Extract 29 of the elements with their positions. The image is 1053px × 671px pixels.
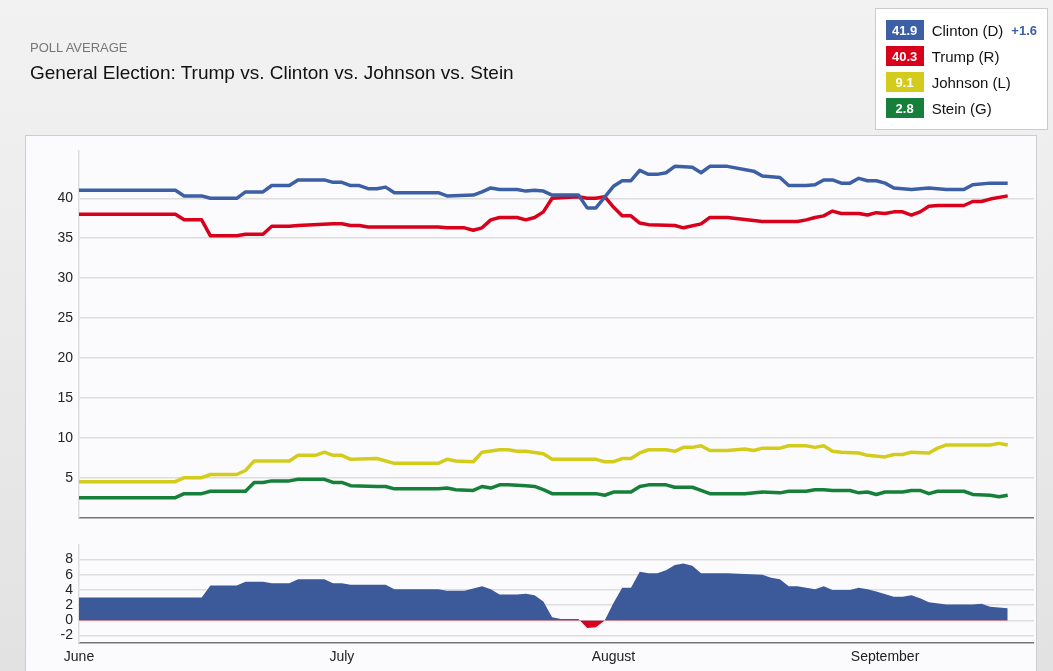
text: 9.1 bbox=[885, 72, 924, 92]
x-tick-label: August bbox=[591, 648, 636, 665]
chart-subtitle: POLL AVERAGE bbox=[30, 40, 128, 55]
x-tick-label: June bbox=[63, 648, 95, 665]
text: +1.6 bbox=[1011, 22, 1037, 38]
x-tick-label: July bbox=[329, 648, 355, 665]
y-tick-label: 0 bbox=[65, 611, 74, 628]
y-tick-label: -2 bbox=[60, 626, 74, 643]
legend-label: Trump (R) bbox=[931, 47, 1000, 65]
x-tick-label: September bbox=[850, 648, 920, 665]
y-tick-label: 6 bbox=[65, 565, 74, 582]
legend-label: Stein (G) bbox=[931, 99, 992, 117]
text: 40.3 bbox=[885, 46, 924, 66]
y-tick-label: 10 bbox=[57, 428, 74, 445]
y-tick-label: 35 bbox=[57, 229, 74, 246]
legend-label: Clinton (D) bbox=[931, 21, 1004, 39]
y-tick-label: 20 bbox=[57, 348, 74, 365]
y-tick-label: 2 bbox=[65, 596, 74, 613]
text: 41.9 bbox=[885, 20, 924, 40]
y-tick-label: 40 bbox=[57, 189, 74, 206]
y-tick-label: 4 bbox=[65, 580, 74, 597]
text: 2.8 bbox=[885, 98, 924, 118]
chart-title: General Election: Trump vs. Clinton vs. Johnson vs. Stein bbox=[30, 62, 514, 84]
y-tick-label: 25 bbox=[57, 308, 74, 325]
y-tick-label: 8 bbox=[65, 550, 74, 567]
y-tick-label: 15 bbox=[57, 388, 74, 405]
y-tick-label: 5 bbox=[65, 468, 74, 485]
y-tick-label: 30 bbox=[57, 268, 74, 285]
legend-label: Johnson (L) bbox=[931, 73, 1011, 91]
